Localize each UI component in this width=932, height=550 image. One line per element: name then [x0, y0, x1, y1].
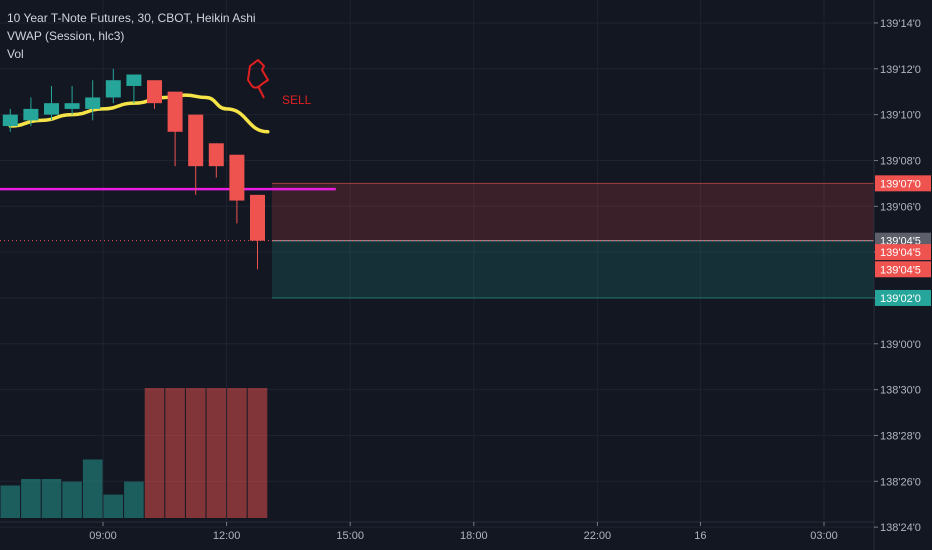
price-tick-label: 139'12'0 [880, 64, 921, 76]
candle-body[interactable] [208, 143, 224, 167]
candle-body[interactable] [23, 108, 39, 121]
hand-pointing-down-icon[interactable] [247, 59, 269, 89]
price-tag[interactable] [875, 289, 931, 306]
volume-bar [82, 459, 103, 518]
volume-legend[interactable]: Vol [7, 47, 24, 61]
time-tick-label: 22:00 [584, 530, 612, 542]
volume-bar [62, 481, 82, 518]
price-tag[interactable] [875, 261, 931, 278]
time-tick-label: 09:00 [89, 530, 117, 542]
candle-body[interactable] [85, 97, 101, 109]
hand-pointing-down-icon-finger [257, 85, 265, 99]
candle-body[interactable] [64, 103, 80, 109]
price-tick-label: 139'14'0 [880, 18, 921, 30]
price-tick-label: 138'26'0 [880, 476, 921, 488]
time-tick-label: 15:00 [336, 530, 364, 542]
price-tick-label: 139'08'0 [880, 155, 921, 167]
volume-bar [0, 485, 21, 518]
volume-bar [41, 479, 62, 518]
volume-bar [124, 481, 144, 518]
price-tag-label: 139'07'0 [880, 178, 921, 190]
price-tag[interactable] [875, 175, 931, 192]
time-tick-label: 18:00 [460, 530, 488, 542]
candle-body[interactable] [229, 154, 245, 201]
chart-legend: 10 Year T-Note Futures, 30, CBOT, Heikin… [7, 9, 256, 63]
candle-body[interactable] [44, 103, 59, 115]
price-tick-label: 138'30'0 [880, 385, 921, 397]
candle-body[interactable] [147, 80, 162, 104]
sell-label[interactable]: SELL [282, 93, 312, 107]
volume-bar [144, 388, 165, 518]
volume-bar [21, 479, 41, 518]
volume-bar [206, 388, 227, 518]
price-tag[interactable] [875, 244, 931, 261]
volume-bar [247, 388, 268, 518]
candle-body[interactable] [188, 114, 204, 167]
volume-bar [103, 494, 124, 518]
candle-body[interactable] [2, 114, 18, 127]
symbol-title[interactable]: 10 Year T-Note Futures, 30, CBOT, Heikin… [7, 11, 256, 25]
price-tick-label: 138'24'0 [880, 522, 921, 534]
candle-body[interactable] [126, 74, 142, 86]
price-tick-label: 138'28'0 [880, 430, 921, 442]
time-tick-label: 16 [694, 530, 706, 542]
price-tag-label: 139'04'5 [880, 247, 921, 259]
take-profit-zone[interactable] [271, 240, 874, 298]
price-tick-label: 139'10'0 [880, 110, 921, 122]
price-tag-label: 139'04'5 [880, 264, 921, 276]
stop-loss-zone[interactable] [271, 183, 874, 241]
candle-body[interactable] [250, 194, 265, 241]
price-tick-label: 139'00'0 [880, 339, 921, 351]
candle-body[interactable] [167, 91, 183, 132]
volume-bar [185, 388, 206, 518]
candle-body[interactable] [105, 80, 121, 98]
price-tag-label: 139'02'0 [880, 293, 921, 305]
time-tick-label: 12:00 [213, 530, 241, 542]
volume-bar [165, 388, 185, 518]
time-tick-label: 03:00 [810, 530, 838, 542]
vwap-legend[interactable]: VWAP (Session, hlc3) [7, 29, 125, 43]
price-tick-label: 139'06'0 [880, 201, 921, 213]
volume-bar [227, 388, 247, 518]
